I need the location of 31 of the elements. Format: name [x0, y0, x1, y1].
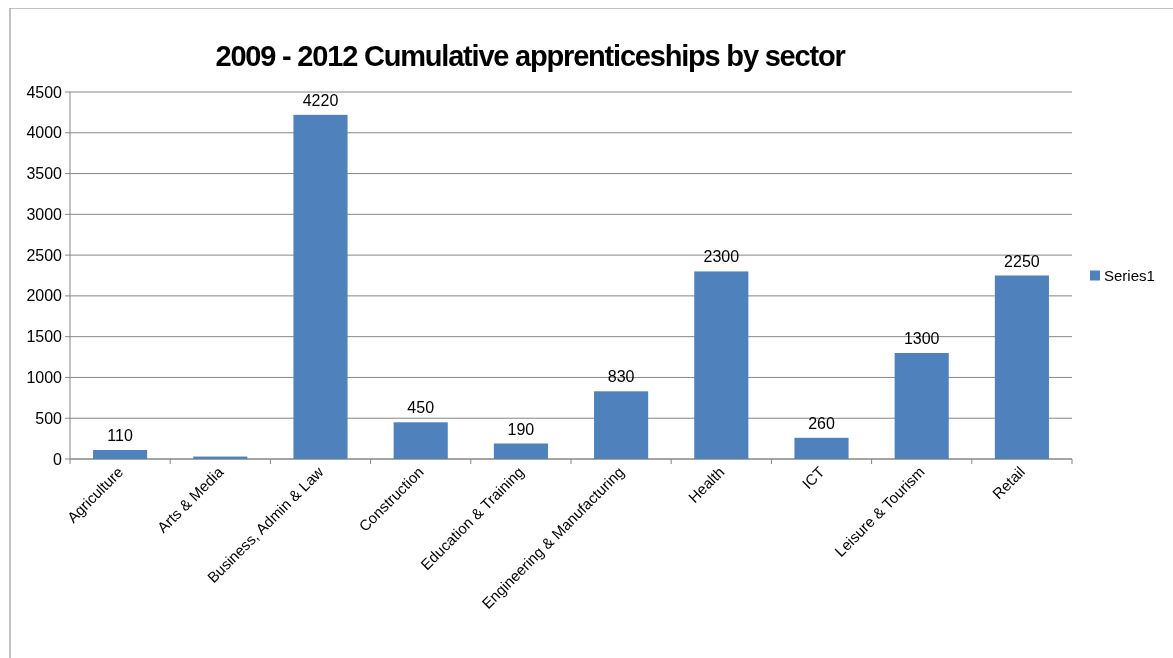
y-tick-label: 500 [35, 409, 63, 427]
chart-title: 2009 - 2012 Cumulative apprenticeships by sector [215, 40, 846, 72]
data-label: 190 [507, 420, 535, 438]
y-tick-label: 4000 [26, 124, 63, 142]
legend-label: Series1 [1104, 266, 1155, 284]
bar [493, 443, 548, 459]
data-label: 110 [107, 427, 133, 445]
x-tick-label: ICT [798, 463, 828, 493]
y-tick-label: 1000 [26, 369, 63, 387]
bar [794, 437, 849, 459]
y-tick-label: 3000 [26, 205, 63, 223]
y-tick-label: 2000 [26, 287, 63, 305]
bar [694, 271, 749, 459]
data-label: 1300 [903, 329, 940, 347]
bar [594, 391, 649, 459]
data-label: 4220 [302, 91, 339, 109]
data-label: 2250 [1004, 252, 1040, 270]
bar [93, 450, 148, 459]
y-tick-label: 1500 [26, 328, 63, 346]
y-tick-label: 0 [53, 450, 63, 468]
data-label: 450 [407, 399, 435, 417]
bar [994, 275, 1049, 459]
data-label: 260 [808, 414, 835, 432]
bar [293, 114, 348, 459]
bar [393, 422, 448, 459]
data-label: 2300 [703, 248, 740, 266]
y-tick-label: 4500 [26, 83, 63, 101]
data-label: 830 [607, 368, 635, 386]
y-tick-label: 3500 [26, 165, 63, 183]
bar [894, 352, 949, 459]
y-tick-label: 2500 [26, 246, 63, 264]
